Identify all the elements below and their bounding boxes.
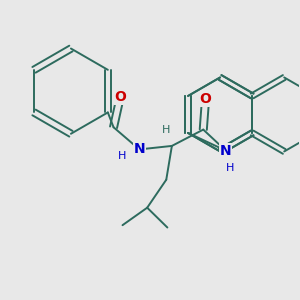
Text: N: N <box>220 144 232 158</box>
Text: H: H <box>118 152 127 161</box>
Text: N: N <box>134 142 145 156</box>
Text: H: H <box>162 124 170 135</box>
Text: O: O <box>200 92 211 106</box>
Text: H: H <box>226 163 234 173</box>
Text: O: O <box>114 90 126 104</box>
